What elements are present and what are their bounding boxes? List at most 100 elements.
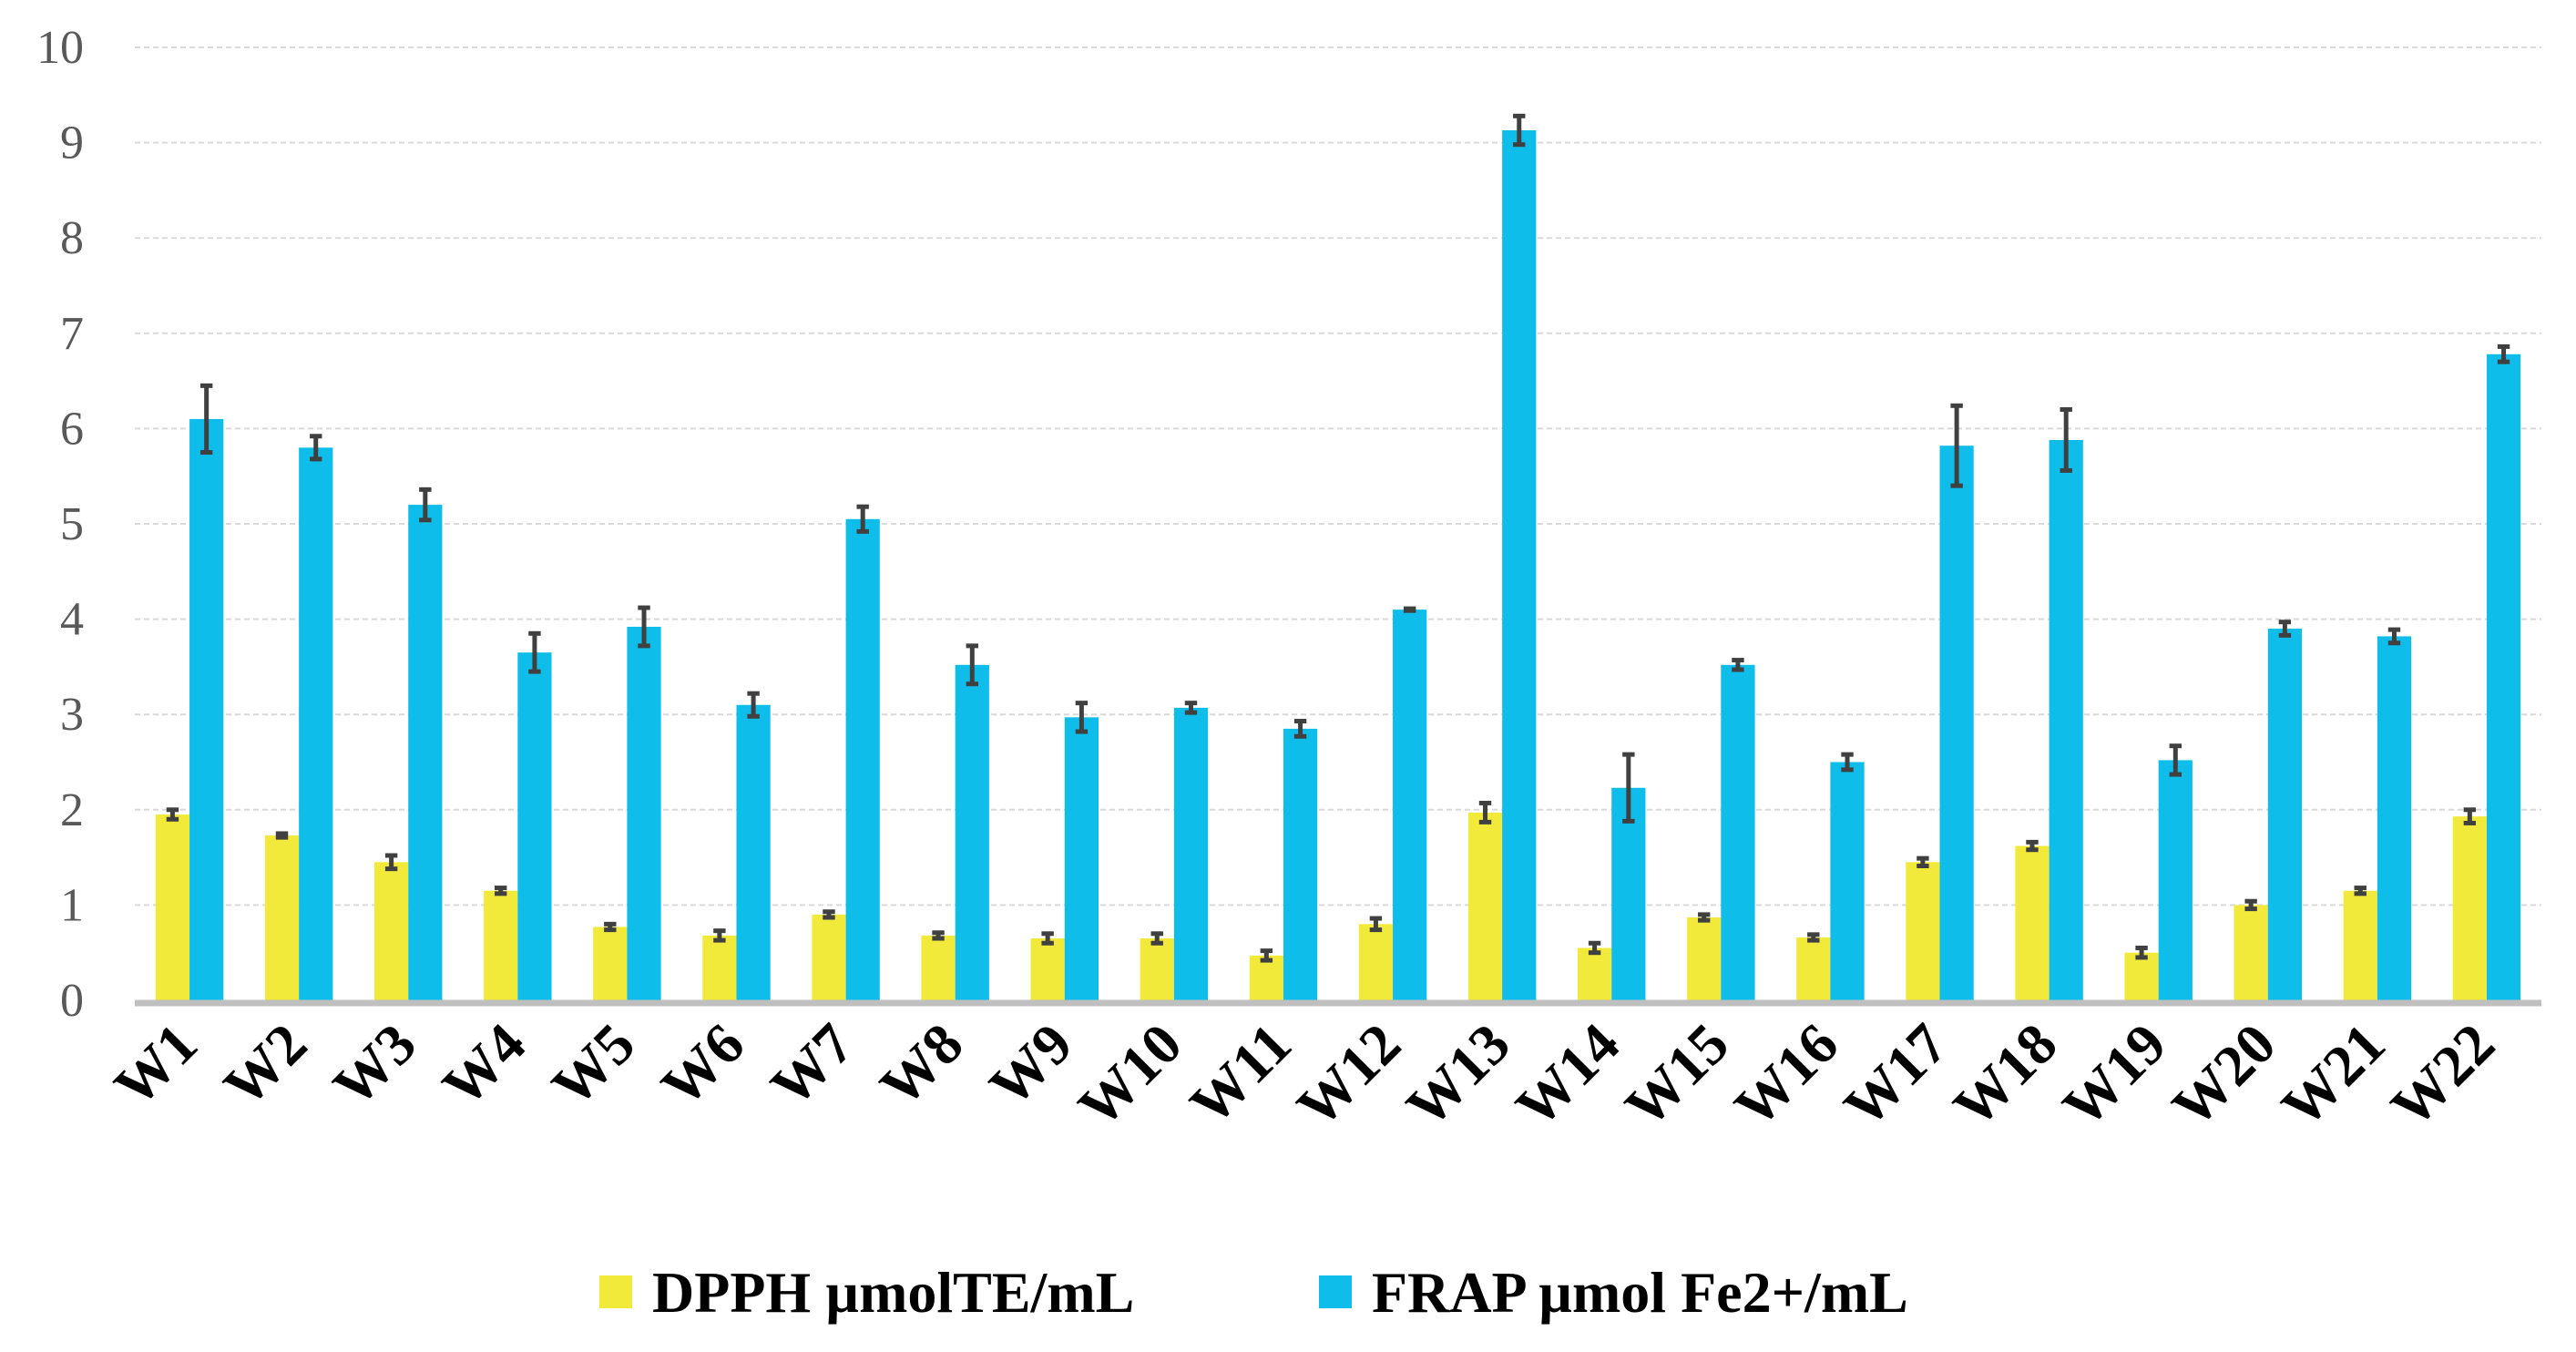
error-bar xyxy=(1260,948,1273,963)
error-bar xyxy=(1041,931,1054,946)
bar-dpph-w8 xyxy=(921,935,956,1000)
error-bar xyxy=(384,853,398,872)
error-bars xyxy=(166,113,2510,963)
error-bar xyxy=(495,886,507,896)
bar-frap-w15 xyxy=(1721,664,1755,1000)
y-tick-label: 6 xyxy=(60,403,84,455)
error-bar xyxy=(1807,932,1820,943)
y-axis-ticks: 0 1 2 3 4 5 6 7 8 9 10 xyxy=(36,22,84,1027)
x-tick-label-w15: W15 xyxy=(1613,1011,1742,1140)
error-bar xyxy=(2135,945,2148,960)
bar-frap-w18 xyxy=(2049,439,2083,1000)
error-bar xyxy=(1917,855,1929,869)
bar-dpph-w4 xyxy=(484,890,518,1000)
bar-frap-w4 xyxy=(517,652,552,1000)
error-bar xyxy=(823,909,835,920)
x-tick-label-w10: W10 xyxy=(1066,1011,1194,1140)
x-tick-label-w21: W21 xyxy=(2269,1011,2397,1140)
error-bar xyxy=(932,930,945,941)
x-tick-label-w19: W19 xyxy=(2050,1011,2179,1140)
x-tick-label-w9: W9 xyxy=(977,1011,1085,1119)
x-axis-ticks: W1 W2 W3 W4 W5 W6 W7 W8 W9W10W11W12W13W14W15W16W… xyxy=(102,1011,2507,1140)
bar-dpph-w19 xyxy=(2124,952,2159,1000)
x-tick-label-w18: W18 xyxy=(1941,1011,2070,1140)
y-tick-label: 9 xyxy=(60,118,84,169)
bar-frap-w10 xyxy=(1173,707,1209,1000)
bar-dpph-w18 xyxy=(2015,845,2050,1000)
x-tick-label-w22: W22 xyxy=(2378,1011,2507,1140)
x-tick-label-w11: W11 xyxy=(1178,1011,1303,1137)
bar-frap-w20 xyxy=(2267,629,2303,1000)
x-tick-label-w7: W7 xyxy=(758,1011,865,1119)
error-bar xyxy=(604,921,617,933)
bar-dpph-w7 xyxy=(812,914,846,1000)
bar-dpph-w13 xyxy=(1467,812,1503,1000)
bar-frap-w1 xyxy=(189,418,224,1000)
x-tick-label-w8: W8 xyxy=(867,1011,975,1119)
bar-dpph-w21 xyxy=(2343,890,2377,1000)
error-bar xyxy=(310,434,322,462)
bar-frap-w13 xyxy=(1502,130,1537,1000)
error-bar xyxy=(1841,752,1854,773)
error-bar xyxy=(2463,807,2477,825)
y-tick-label: 5 xyxy=(60,498,84,550)
bar-frap-w22 xyxy=(2486,353,2521,1000)
bars xyxy=(155,130,2521,1000)
error-bar xyxy=(747,691,760,719)
error-bar xyxy=(2169,743,2182,777)
x-tick-label-w16: W16 xyxy=(1722,1011,1851,1140)
y-tick-label: 7 xyxy=(60,308,84,360)
bar-dpph-w15 xyxy=(1687,917,1722,1000)
x-tick-label-w5: W5 xyxy=(539,1011,647,1119)
bar-frap-w12 xyxy=(1393,609,1427,1000)
error-bar xyxy=(1369,916,1383,933)
y-tick-label: 3 xyxy=(60,689,84,741)
error-bar xyxy=(1698,912,1711,923)
bar-frap-w11 xyxy=(1283,728,1318,1000)
error-bar xyxy=(1403,606,1416,613)
legend: DPPH µmolTE/mL FRAP µmol Fe2+/mL xyxy=(599,1260,1908,1325)
x-tick-label-w3: W3 xyxy=(321,1011,428,1119)
y-tick-label: 2 xyxy=(60,784,84,836)
bar-dpph-w1 xyxy=(155,814,190,1000)
bar-frap-w9 xyxy=(1064,717,1099,1000)
error-bar xyxy=(1075,701,1089,734)
bar-dpph-w22 xyxy=(2452,816,2487,1000)
bar-frap-w17 xyxy=(1939,446,1974,1000)
x-tick-label-w2: W2 xyxy=(211,1011,319,1119)
bar-frap-w7 xyxy=(845,518,880,1000)
error-bar xyxy=(1478,800,1492,825)
error-bar xyxy=(419,487,432,523)
legend-swatch-frap xyxy=(1319,1275,1352,1308)
bar-dpph-w17 xyxy=(1906,862,1940,1000)
x-tick-label-w13: W13 xyxy=(1394,1011,1522,1140)
error-bar xyxy=(199,383,213,456)
error-bar xyxy=(2497,343,2510,364)
bar-dpph-w16 xyxy=(1796,937,1831,1000)
bar-dpph-w9 xyxy=(1030,938,1065,1000)
error-bar xyxy=(1588,940,1601,956)
bar-frap-w5 xyxy=(627,626,661,1000)
bar-frap-w21 xyxy=(2377,636,2412,1000)
bar-dpph-w20 xyxy=(2234,905,2268,1000)
legend-label-dpph: DPPH µmolTE/mL xyxy=(652,1260,1134,1325)
error-bar xyxy=(275,831,289,840)
error-bar xyxy=(2387,627,2401,646)
x-tick-label-w4: W4 xyxy=(430,1011,537,1119)
x-tick-label-w14: W14 xyxy=(1503,1011,1631,1140)
x-tick-label-w20: W20 xyxy=(2160,1011,2288,1140)
error-bar xyxy=(1150,931,1163,946)
bar-frap-w6 xyxy=(736,704,771,1000)
error-bar xyxy=(856,504,869,534)
x-tick-label-w6: W6 xyxy=(649,1011,756,1119)
bar-dpph-w5 xyxy=(593,927,628,1000)
y-tick-label: 4 xyxy=(60,594,84,646)
error-bar xyxy=(1184,701,1198,715)
error-bar xyxy=(166,807,179,822)
error-bar xyxy=(1622,752,1635,824)
error-bar xyxy=(1513,113,1526,148)
bar-dpph-w14 xyxy=(1577,947,1612,1000)
error-bar xyxy=(1293,719,1307,739)
bar-frap-w19 xyxy=(2158,760,2193,1000)
